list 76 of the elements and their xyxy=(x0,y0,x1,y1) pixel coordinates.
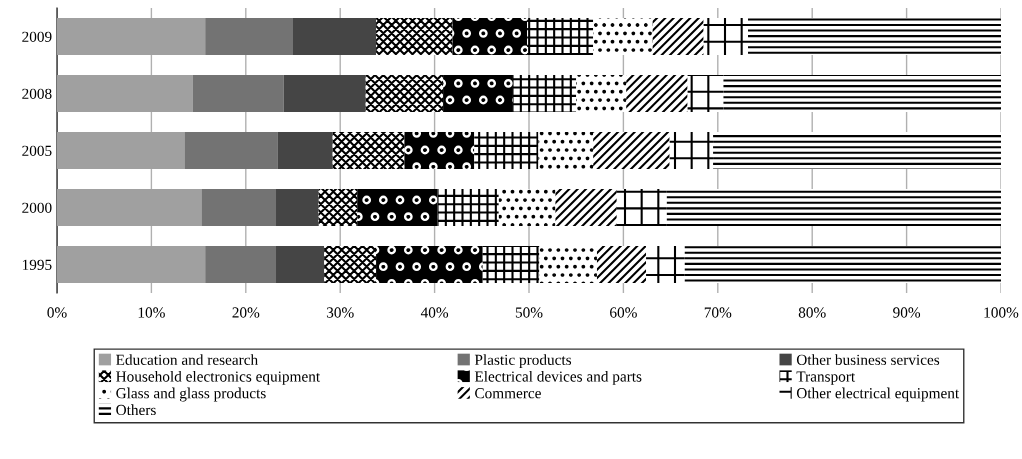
bar xyxy=(452,17,528,56)
y-tick-label: 2000 xyxy=(22,202,52,213)
bar xyxy=(646,245,685,284)
y-tick-label: 1995 xyxy=(22,259,52,270)
bar xyxy=(555,188,617,227)
bar xyxy=(576,74,627,113)
bar xyxy=(748,17,1001,56)
y-tick-label: 2005 xyxy=(22,145,52,156)
bar xyxy=(277,131,333,170)
bar xyxy=(666,188,1001,227)
legend-label: Glass and glass products xyxy=(116,387,266,402)
bar xyxy=(482,245,540,284)
legend-label: Commerce xyxy=(475,388,541,399)
bar xyxy=(703,17,749,56)
bar xyxy=(324,245,377,284)
legend-label: Plastic products xyxy=(474,354,572,369)
x-tick-label: 40% xyxy=(420,307,449,318)
bar xyxy=(498,188,556,227)
bar xyxy=(713,131,1001,170)
bar xyxy=(57,188,202,227)
x-tick-label: 70% xyxy=(704,307,732,318)
legend-label: Transport xyxy=(796,371,856,385)
bar xyxy=(652,17,704,56)
bar xyxy=(192,74,284,113)
bar xyxy=(57,245,206,284)
bar xyxy=(669,131,714,170)
bar xyxy=(474,131,539,170)
bar xyxy=(205,245,277,284)
bar xyxy=(318,188,358,227)
bar xyxy=(593,17,653,56)
bar xyxy=(57,131,185,170)
bar xyxy=(723,74,1001,113)
legend-label: Others xyxy=(116,404,156,416)
x-tick-label: 10% xyxy=(138,307,165,318)
legend-label: Electrical devices and parts xyxy=(474,370,642,385)
bar xyxy=(276,188,319,227)
bar xyxy=(687,74,724,113)
bar xyxy=(201,188,277,227)
x-tick-label: 30% xyxy=(326,307,354,318)
x-tick-label: 90% xyxy=(893,307,921,318)
bar xyxy=(539,245,597,284)
bar xyxy=(283,74,366,113)
x-tick-label: 0% xyxy=(47,307,67,318)
bar xyxy=(332,131,405,170)
bar xyxy=(596,245,647,284)
bar xyxy=(357,188,438,227)
bar xyxy=(593,131,670,170)
bar xyxy=(57,74,193,113)
bar xyxy=(184,131,278,170)
legend-label: Other business services xyxy=(796,354,940,365)
x-tick-label: 100% xyxy=(984,307,1019,318)
bar xyxy=(626,74,688,113)
x-tick-label: 60% xyxy=(610,307,637,318)
bar xyxy=(376,17,453,56)
bar xyxy=(616,188,667,227)
y-tick-label: 2008 xyxy=(22,88,52,99)
bar xyxy=(376,245,483,284)
bar xyxy=(205,17,293,56)
bar xyxy=(57,17,206,56)
bar xyxy=(437,188,499,227)
bar xyxy=(293,17,377,56)
bar xyxy=(404,131,475,170)
x-tick-label: 50% xyxy=(515,307,543,318)
bar xyxy=(538,131,594,170)
bar xyxy=(527,17,594,56)
x-tick-label: 20% xyxy=(232,307,260,318)
legend-label: Other electrical equipment xyxy=(796,387,960,402)
x-tick-label: 80% xyxy=(798,307,826,318)
bar xyxy=(443,74,513,113)
bar xyxy=(276,245,325,284)
bar xyxy=(512,74,577,113)
y-tick-label: 2009 xyxy=(22,31,52,42)
legend-label: Education and research xyxy=(116,354,258,365)
bar xyxy=(684,245,1001,284)
legend-label: Household electronics equipment xyxy=(116,370,321,385)
bar xyxy=(365,74,444,113)
